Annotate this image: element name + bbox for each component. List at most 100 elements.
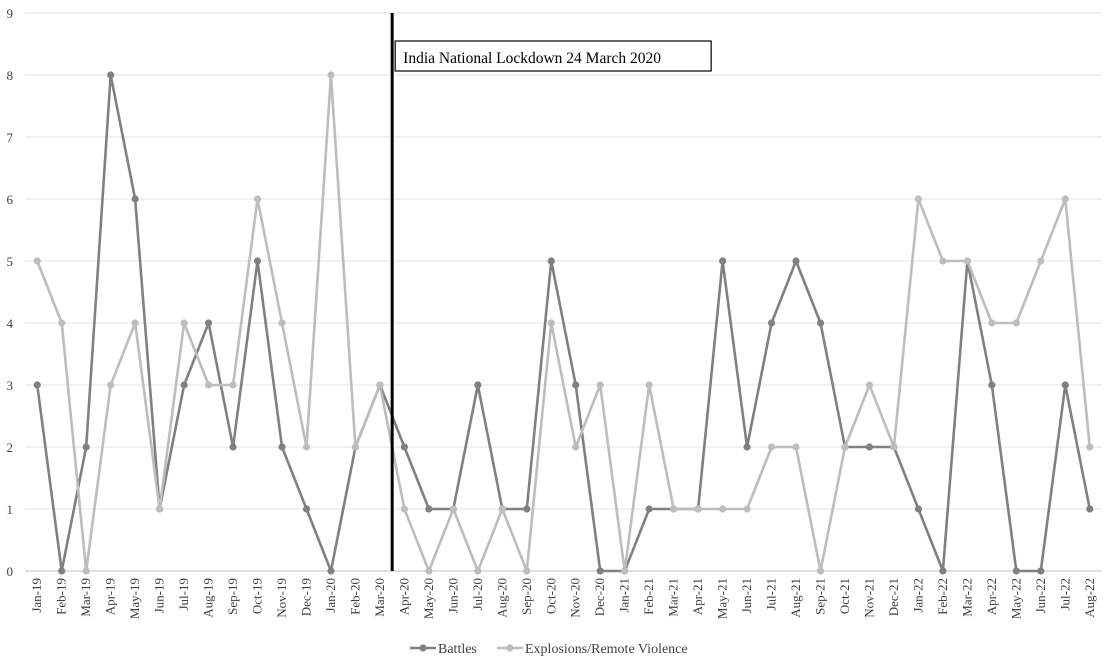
x-tick-label: Jan-19 <box>29 578 44 613</box>
data-point-explosions <box>743 505 751 513</box>
x-tick-label: Jun-19 <box>152 578 167 613</box>
data-point-explosions <box>229 381 237 389</box>
x-tick-label: Aug-20 <box>494 578 509 618</box>
data-point-explosions <box>547 319 555 327</box>
legend-marker-battles <box>419 644 427 652</box>
data-point-explosions <box>841 443 849 451</box>
annotation-label: India National Lockdown 24 March 2020 <box>403 50 661 67</box>
data-point-battles <box>767 319 776 327</box>
data-point-battles <box>204 319 213 327</box>
y-tick-label: 7 <box>7 130 14 145</box>
data-point-explosions <box>498 505 506 513</box>
data-point-battles <box>1012 567 1020 575</box>
legend-marker-explosions <box>506 644 514 652</box>
data-point-battles <box>302 505 311 513</box>
data-point-battles <box>719 257 727 265</box>
data-point-explosions <box>767 443 776 451</box>
x-tick-label: Oct-21 <box>837 578 852 614</box>
data-point-explosions <box>621 567 629 575</box>
data-point-explosions <box>107 381 115 389</box>
data-point-explosions <box>1012 319 1020 327</box>
legend-item-explosions: Explosions/Remote Violence <box>497 642 688 657</box>
data-point-explosions <box>645 381 653 389</box>
x-tick-label: Jan-20 <box>323 578 338 613</box>
x-tick-label: Mar-22 <box>959 578 974 617</box>
data-point-battles <box>33 381 41 389</box>
x-tick-label: Dec-21 <box>886 578 901 616</box>
x-tick-label: Aug-22 <box>1082 578 1097 618</box>
legend-label-battles: Battles <box>438 642 477 657</box>
x-tick-label: May-21 <box>715 578 730 619</box>
y-tick-label: 3 <box>7 378 14 393</box>
data-point-battles <box>645 505 653 513</box>
x-tick-label: Mar-20 <box>372 578 387 617</box>
data-point-battles <box>988 381 996 389</box>
data-point-battles <box>1086 505 1094 513</box>
x-tick-label: Apr-20 <box>396 578 411 615</box>
data-point-explosions <box>596 381 604 389</box>
x-tick-label: May-22 <box>1008 578 1023 619</box>
data-point-explosions <box>474 567 482 575</box>
lockdown-annotation: India National Lockdown 24 March 2020 <box>390 13 712 571</box>
x-tick-label: Jul-21 <box>764 578 779 611</box>
x-tick-label: Nov-21 <box>861 578 876 618</box>
x-tick-label: Jul-19 <box>176 578 191 611</box>
data-point-battles <box>572 381 580 389</box>
data-point-battles <box>278 443 286 451</box>
data-point-battles <box>743 443 751 451</box>
data-point-battles <box>523 505 531 513</box>
data-point-explosions <box>278 319 286 327</box>
y-tick-label: 0 <box>7 564 14 579</box>
data-point-explosions <box>253 195 262 203</box>
x-tick-label: Oct-20 <box>543 578 558 614</box>
data-point-battles <box>58 567 66 575</box>
x-tick-label: May-19 <box>127 578 142 619</box>
data-point-explosions <box>351 443 360 451</box>
data-point-explosions <box>58 319 66 327</box>
axes: 0 1 2 3 4 5 6 7 8 9 Jan-19 Feb-19 Mar-19 Apr-19 May-19… <box>7 6 1097 619</box>
data-point-explosions <box>156 505 164 513</box>
data-point-explosions <box>1037 257 1045 265</box>
x-tick-label: Nov-19 <box>274 578 289 618</box>
data-point-battles <box>792 257 800 265</box>
x-tick-label: Feb-22 <box>935 578 950 615</box>
data-point-battles <box>1061 381 1069 389</box>
data-point-battles <box>425 505 433 513</box>
x-tick-label: Aug-21 <box>788 578 803 618</box>
data-point-battles <box>400 443 408 451</box>
x-tick-label: Apr-21 <box>690 578 705 615</box>
series-lines <box>33 71 1094 575</box>
data-point-battles <box>939 567 947 575</box>
data-point-explosions <box>204 381 213 389</box>
x-tick-label: Sep-19 <box>225 578 240 615</box>
data-point-explosions <box>327 71 335 79</box>
gridlines <box>25 12 1102 572</box>
data-point-explosions <box>939 257 947 265</box>
data-point-explosions <box>914 195 923 203</box>
x-tick-label: Jul-20 <box>470 578 485 611</box>
y-tick-label: 8 <box>7 68 14 83</box>
x-tick-label: Mar-21 <box>666 578 681 617</box>
data-point-explosions <box>670 505 678 513</box>
x-tick-label: Aug-19 <box>201 578 216 618</box>
data-point-explosions <box>1086 443 1094 451</box>
data-point-explosions <box>1061 195 1069 203</box>
y-tick-label: 2 <box>7 440 14 455</box>
data-point-explosions <box>890 443 898 451</box>
data-point-explosions <box>425 567 433 575</box>
data-point-explosions <box>988 319 996 327</box>
y-tick-label: 6 <box>7 192 14 207</box>
data-point-explosions <box>816 567 825 575</box>
x-tick-label: Jun-21 <box>739 578 754 613</box>
y-tick-label: 5 <box>7 254 14 269</box>
data-point-battles <box>474 381 482 389</box>
y-tick-label: 1 <box>7 502 14 517</box>
data-point-explosions <box>180 319 188 327</box>
data-point-battles <box>229 443 237 451</box>
data-point-explosions <box>572 443 580 451</box>
data-point-explosions <box>694 505 702 513</box>
data-point-explosions <box>400 505 408 513</box>
data-point-battles <box>82 443 90 451</box>
x-tick-label: Sep-20 <box>519 578 534 615</box>
